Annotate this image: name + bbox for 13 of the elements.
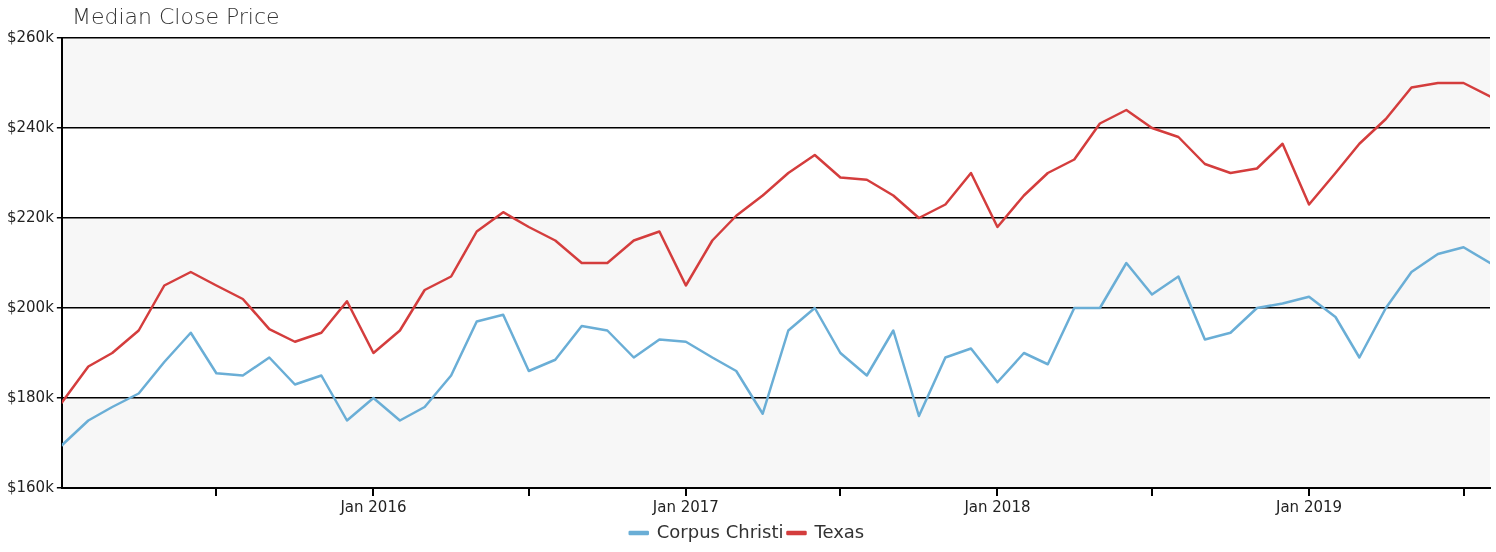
y-tick-label: $180k <box>6 387 55 406</box>
x-tick-label: Jan 2019 <box>1274 497 1343 516</box>
y-tick-label: $160k <box>6 477 55 496</box>
y-tick-label: $220k <box>6 207 55 226</box>
x-tick-label: Jan 2016 <box>339 497 407 516</box>
y-tick-label: $200k <box>6 297 55 316</box>
x-tick-label: Jan 2017 <box>651 497 719 516</box>
x-tick-label: Jan 2018 <box>963 497 1031 516</box>
y-tick-label: $260k <box>6 27 55 46</box>
y-tick-label: $240k <box>6 117 55 136</box>
legend-label: Corpus Christi <box>656 520 784 542</box>
chart-title: Median Close Price <box>72 4 280 29</box>
legend-label: Texas <box>813 520 865 542</box>
